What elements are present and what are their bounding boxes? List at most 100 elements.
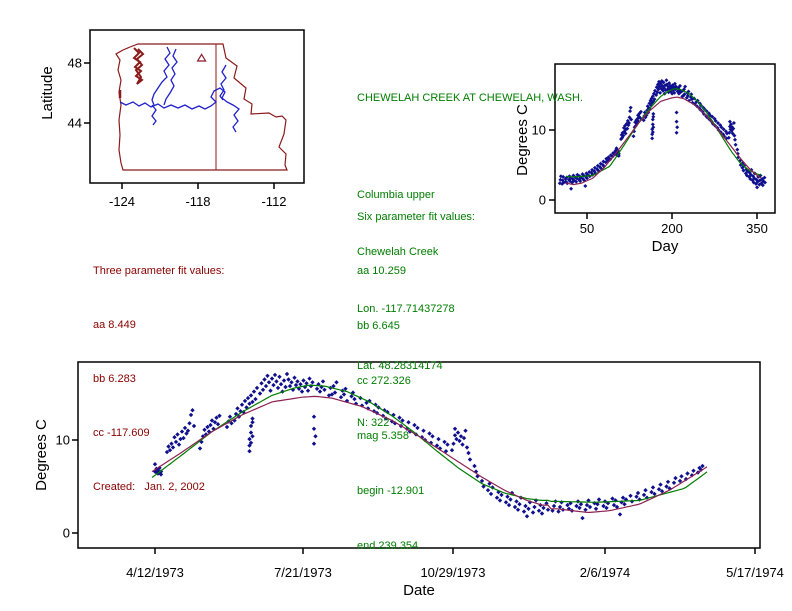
data-point <box>421 428 426 433</box>
data-point <box>661 80 666 85</box>
data-point <box>622 502 627 507</box>
plot-frame <box>554 63 776 214</box>
data-point <box>751 180 756 185</box>
data-point <box>611 502 617 508</box>
data-point <box>442 439 447 445</box>
data-point <box>558 177 563 182</box>
data-point <box>383 416 389 421</box>
data-point <box>691 468 696 473</box>
data-point <box>561 174 566 179</box>
data-point <box>656 487 662 492</box>
data-point <box>651 91 656 96</box>
data-point <box>628 493 633 498</box>
data-point <box>582 178 587 183</box>
data-point <box>651 125 656 130</box>
data-point <box>169 441 174 446</box>
data-point <box>343 386 348 391</box>
data-point <box>735 151 740 156</box>
data-point <box>250 434 255 439</box>
data-point <box>755 179 760 184</box>
station-basin: Columbia upper <box>357 189 435 201</box>
date-xtick-2: 7/21/1973 <box>274 565 332 580</box>
data-point <box>710 114 715 119</box>
data-point <box>650 117 655 122</box>
data-point <box>436 436 441 442</box>
data-point <box>445 442 450 447</box>
data-point <box>550 508 555 513</box>
station-info-block: CHEWELAH CREEK AT CHEWELAH, WASH. Columb… <box>357 51 583 471</box>
data-point <box>530 510 536 515</box>
data-point <box>191 423 197 429</box>
data-point <box>247 443 252 448</box>
data-point <box>628 109 633 114</box>
data-point <box>614 147 619 152</box>
data-point <box>601 503 606 509</box>
data-point <box>638 109 643 114</box>
data-point <box>651 111 656 116</box>
data-point <box>731 126 736 131</box>
data-point <box>681 93 686 98</box>
station-longitude: Lon. -117.71437278 <box>357 303 455 315</box>
data-point <box>736 155 741 160</box>
fit-curves <box>565 88 762 186</box>
data-point <box>658 81 663 86</box>
data-point <box>271 382 276 388</box>
data-point <box>463 428 468 433</box>
data-point <box>266 380 272 385</box>
data-point <box>449 448 455 453</box>
data-point <box>760 177 765 181</box>
data-point <box>455 430 461 435</box>
data-point <box>575 172 580 177</box>
data-point <box>307 376 312 381</box>
data-point <box>248 430 254 435</box>
data-point <box>654 93 659 97</box>
data-point <box>485 488 491 493</box>
data-point <box>275 385 281 391</box>
data-point <box>190 408 195 413</box>
data-point <box>569 186 574 191</box>
data-point <box>557 504 563 510</box>
data-point <box>757 178 762 183</box>
day-xtick-200: 200 <box>661 221 683 236</box>
data-point <box>601 159 606 164</box>
data-point <box>664 82 669 87</box>
data-point <box>599 166 604 171</box>
data-point <box>721 127 726 132</box>
station-n-count: N: 322 <box>357 417 390 429</box>
data-point <box>259 381 264 386</box>
puget-sound-coastline <box>132 47 145 85</box>
data-point <box>647 101 652 106</box>
data-point <box>585 176 589 181</box>
data-point <box>664 484 669 489</box>
data-point <box>658 482 663 487</box>
day-xtick-350: 350 <box>746 221 768 236</box>
data-point <box>682 92 687 97</box>
station-marker-triangle <box>196 53 207 62</box>
data-point <box>545 507 551 512</box>
data-point <box>322 387 327 392</box>
plot-ticks <box>72 439 756 554</box>
date-xtick-4: 2/6/1974 <box>580 565 631 580</box>
date-xtick-3: 10/29/1973 <box>420 565 485 580</box>
data-point <box>674 110 679 115</box>
data-point <box>637 111 642 116</box>
data-point <box>304 381 309 386</box>
data-point <box>637 114 642 119</box>
data-point <box>633 120 638 125</box>
station-stream: Chewelah Creek <box>357 246 439 258</box>
data-point <box>277 374 282 379</box>
data-point <box>284 371 290 377</box>
data-point <box>464 445 470 450</box>
data-point <box>250 416 255 421</box>
data-point <box>242 398 248 404</box>
data-point <box>526 506 531 511</box>
data-point <box>556 509 561 514</box>
data-point <box>512 504 518 510</box>
data-point <box>197 446 203 451</box>
data-point <box>593 506 599 511</box>
data-point <box>311 426 317 431</box>
data-point <box>181 435 186 441</box>
data-point <box>689 92 694 97</box>
data-point <box>278 382 284 387</box>
data-point <box>427 431 432 436</box>
